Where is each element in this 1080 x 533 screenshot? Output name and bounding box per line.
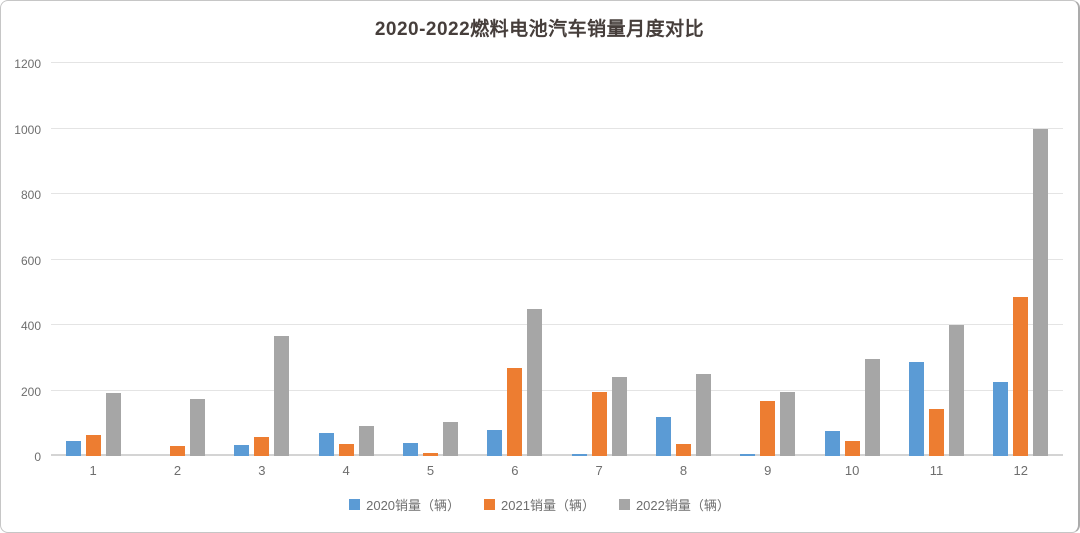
- bar-2020-month-9: [740, 454, 756, 456]
- bar-2021-month-5: [422, 452, 438, 456]
- x-tick-label-7: 7: [595, 463, 603, 478]
- bar-2021-month-7: [591, 392, 607, 456]
- legend-label-2020: 2020销量（辆）: [366, 498, 461, 513]
- x-tick-label-4: 4: [342, 463, 350, 478]
- bar-2020-month-6: [487, 429, 503, 456]
- legend-item-2022: 2022销量（辆）: [618, 495, 730, 514]
- legend-item-2020: 2020销量（辆）: [349, 495, 460, 514]
- x-tick-label-10: 10: [844, 463, 860, 478]
- bar-2020-month-12: [993, 381, 1009, 456]
- bar-2022-month-11: [948, 325, 964, 456]
- bar-group-month-7: [557, 63, 641, 456]
- bar-2020-month-4: [318, 433, 334, 456]
- bar-2021-month-12: [1013, 297, 1029, 456]
- x-tick-label-6: 6: [511, 463, 519, 478]
- bar-group-month-6: [473, 63, 557, 456]
- bar-group-month-11: [894, 63, 978, 456]
- bar-group-month-1: [51, 63, 135, 456]
- x-tick-label-11: 11: [929, 463, 944, 478]
- bar-group-month-3: [220, 63, 304, 456]
- bar-2022-month-6: [527, 308, 543, 456]
- gridline-200: [51, 389, 1063, 391]
- gridline-0: [51, 454, 1063, 456]
- legend: 2020销量（辆） 2021销量（辆） 2022销量（辆）: [1, 495, 1078, 514]
- x-tick-label-5: 5: [426, 463, 435, 478]
- bar-2022-month-7: [611, 376, 627, 456]
- bar-2022-month-1: [105, 393, 121, 456]
- y-tick-label-200: 200: [20, 384, 41, 399]
- bar-group-month-5: [388, 63, 472, 456]
- x-axis: 1 2 3 4 5 6 7 8 9 10 11 12: [51, 463, 1063, 478]
- bar-2020-month-10: [824, 430, 840, 456]
- bar-2022-month-9: [780, 391, 796, 456]
- bar-2021-month-3: [254, 437, 270, 456]
- bar-group-month-4: [304, 63, 388, 456]
- bar-2020-month-8: [655, 416, 671, 456]
- bar-group-month-10: [810, 63, 894, 456]
- bar-groups: [51, 63, 1063, 456]
- y-tick-label-1200: 1200: [14, 57, 41, 71]
- bar-2022-month-8: [695, 374, 711, 456]
- bar-2022-month-2: [189, 398, 205, 456]
- bar-2021-month-11: [928, 408, 944, 456]
- x-tick-label-9: 9: [764, 463, 772, 478]
- legend-label-2022: 2022销量（辆）: [635, 498, 730, 513]
- bar-2020-month-5: [402, 442, 418, 456]
- bar-2022-month-3: [274, 336, 290, 456]
- chart-title: 2020-2022燃料电池汽车销量月度对比: [374, 19, 705, 40]
- bar-2021-month-8: [675, 443, 691, 456]
- bar-group-month-12: [979, 63, 1063, 456]
- plot-area: [51, 62, 1063, 456]
- x-tick-label-3: 3: [258, 463, 266, 478]
- bar-2021-month-1: [85, 435, 101, 456]
- y-tick-label-1000: 1000: [14, 122, 41, 137]
- bar-group-month-8: [641, 63, 725, 456]
- legend-item-2021: 2021销量（辆）: [484, 495, 595, 514]
- bar-2020-month-3: [234, 444, 250, 456]
- gridline-800: [51, 193, 1063, 195]
- bar-2021-month-2: [169, 446, 185, 456]
- x-tick-label-12: 12: [1013, 463, 1028, 478]
- bar-2020-month-1: [65, 441, 81, 456]
- y-tick-label-0: 0: [34, 450, 41, 464]
- gridline-1200: [51, 62, 1063, 63]
- legend-swatch-icon-2022: [618, 499, 630, 510]
- bar-group-month-2: [135, 63, 219, 456]
- bar-2020-month-11: [908, 362, 924, 456]
- gridline-1000: [51, 127, 1063, 129]
- bar-2021-month-9: [760, 400, 776, 456]
- bar-group-month-9: [726, 63, 810, 456]
- legend-label-2021: 2021销量（辆）: [501, 498, 595, 513]
- bar-2021-month-10: [844, 441, 860, 456]
- bar-2022-month-10: [864, 359, 880, 456]
- legend-swatch-icon-2021: [484, 499, 496, 510]
- bar-2022-month-5: [442, 422, 458, 456]
- x-tick-label-1: 1: [89, 463, 97, 478]
- gridline-400: [51, 324, 1063, 326]
- y-tick-label-800: 800: [20, 188, 41, 203]
- gridline-600: [51, 258, 1063, 260]
- legend-swatch-icon-2020: [349, 499, 361, 510]
- x-tick-label-2: 2: [173, 463, 182, 478]
- bar-2022-month-12: [1033, 128, 1049, 456]
- y-tick-label-400: 400: [20, 319, 41, 334]
- bar-2022-month-4: [358, 425, 374, 456]
- bar-2021-month-6: [507, 368, 523, 456]
- y-tick-label-600: 600: [20, 253, 41, 268]
- y-axis: 0 200 400 600 800 1000 1200: [1, 57, 45, 464]
- bar-2020-month-7: [571, 454, 587, 456]
- x-tick-label-8: 8: [679, 463, 688, 478]
- bar-2021-month-4: [338, 443, 354, 456]
